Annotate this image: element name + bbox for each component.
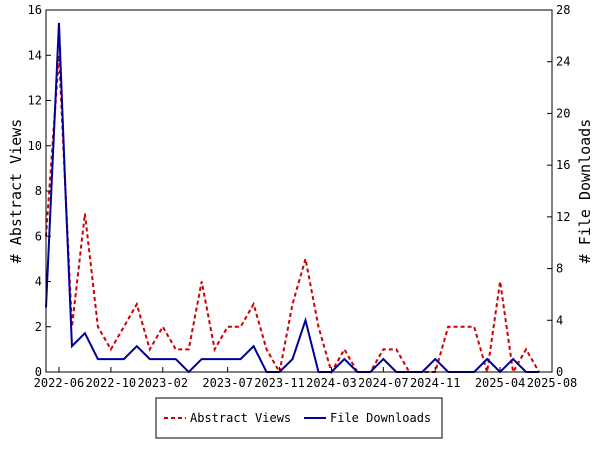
right-tick-label-20: 20	[556, 106, 570, 120]
x-tick-label-2024-07: 2024-07	[358, 376, 409, 390]
left-tick-label-4: 4	[35, 275, 42, 289]
x-tick-label-2023-11: 2023-11	[254, 376, 305, 390]
right-tick-label-8: 8	[556, 262, 563, 276]
right-tick-label-16: 16	[556, 158, 570, 172]
series-line-file-downloads	[45, 22, 540, 374]
plot-frame	[45, 9, 553, 373]
series-line-abstract-views	[45, 55, 540, 376]
x-tick-label-2023-02: 2023-02	[137, 376, 188, 390]
right-tick-label-12: 12	[556, 210, 570, 224]
x-tick-label-2024-11: 2024-11	[410, 376, 461, 390]
right-axis-title: # File Downloads	[576, 119, 594, 264]
right-tick-label-28: 28	[556, 3, 570, 17]
left-tick-label-0: 0	[35, 365, 42, 379]
right-tick-label-4: 4	[556, 313, 563, 327]
x-tick-label-2023-07: 2023-07	[202, 376, 253, 390]
x-tick-label-2025-04: 2025-04	[475, 376, 526, 390]
x-tick-label-2022-06: 2022-06	[34, 376, 85, 390]
x-tick-label-2025-08: 2025-08	[527, 376, 578, 390]
legend-box	[155, 397, 443, 439]
left-axis-title: # Abstract Views	[7, 119, 25, 264]
left-tick-label-14: 14	[28, 48, 42, 62]
left-tick-label-10: 10	[28, 139, 42, 153]
left-tick-label-12: 12	[28, 94, 42, 108]
legend-label-abstract-views: Abstract Views	[190, 411, 291, 425]
x-tick-label-2022-10: 2022-10	[86, 376, 137, 390]
right-tick-label-0: 0	[556, 365, 563, 379]
left-tick-label-8: 8	[35, 184, 42, 198]
series-lines	[45, 22, 540, 376]
left-tick-label-6: 6	[35, 229, 42, 243]
legend: Abstract Views File Downloads	[155, 397, 443, 439]
x-tick-label-2024-03: 2024-03	[306, 376, 357, 390]
left-tick-label-2: 2	[35, 320, 42, 334]
axis-ticks	[46, 9, 553, 373]
legend-label-file-downloads: File Downloads	[330, 411, 431, 425]
left-tick-label-16: 16	[28, 3, 42, 17]
right-tick-label-24: 24	[556, 55, 570, 69]
